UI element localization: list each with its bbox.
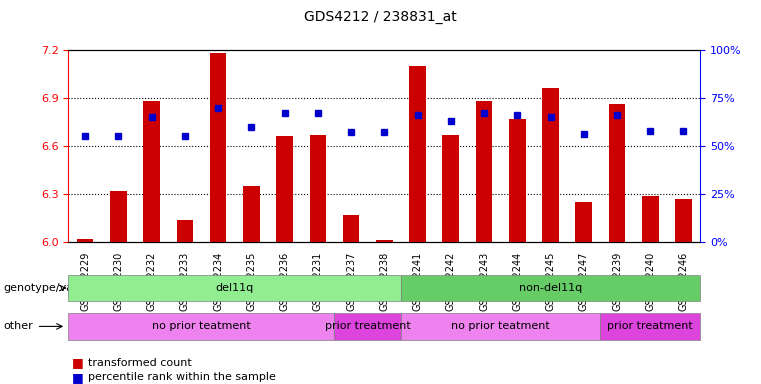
Text: other: other [4,321,33,331]
Bar [342,215,359,242]
Bar [675,199,692,242]
Bar [542,88,559,242]
Text: prior treatment: prior treatment [325,321,410,331]
Bar [476,101,492,242]
Bar [276,136,293,242]
Text: del11q: del11q [215,283,254,293]
Text: percentile rank within the sample: percentile rank within the sample [88,372,275,382]
Bar [409,66,426,242]
Bar [310,135,326,242]
Bar [177,220,193,242]
Bar [143,101,160,242]
Bar [642,195,658,242]
Text: ■: ■ [72,371,84,384]
Text: GDS4212 / 238831_at: GDS4212 / 238831_at [304,10,457,23]
Bar [609,104,626,242]
Bar [210,53,227,242]
Bar [77,239,94,242]
Bar [110,191,126,242]
Text: non-del11q: non-del11q [519,283,582,293]
Bar [575,202,592,242]
Text: prior treatment: prior treatment [607,321,693,331]
Bar [442,135,459,242]
Bar [243,186,260,242]
Text: no prior teatment: no prior teatment [451,321,550,331]
Bar [509,119,526,242]
Text: no prior teatment: no prior teatment [152,321,251,331]
Text: transformed count: transformed count [88,358,191,368]
Text: genotype/variation: genotype/variation [4,283,110,293]
Bar [376,240,393,242]
Text: ■: ■ [72,356,84,369]
